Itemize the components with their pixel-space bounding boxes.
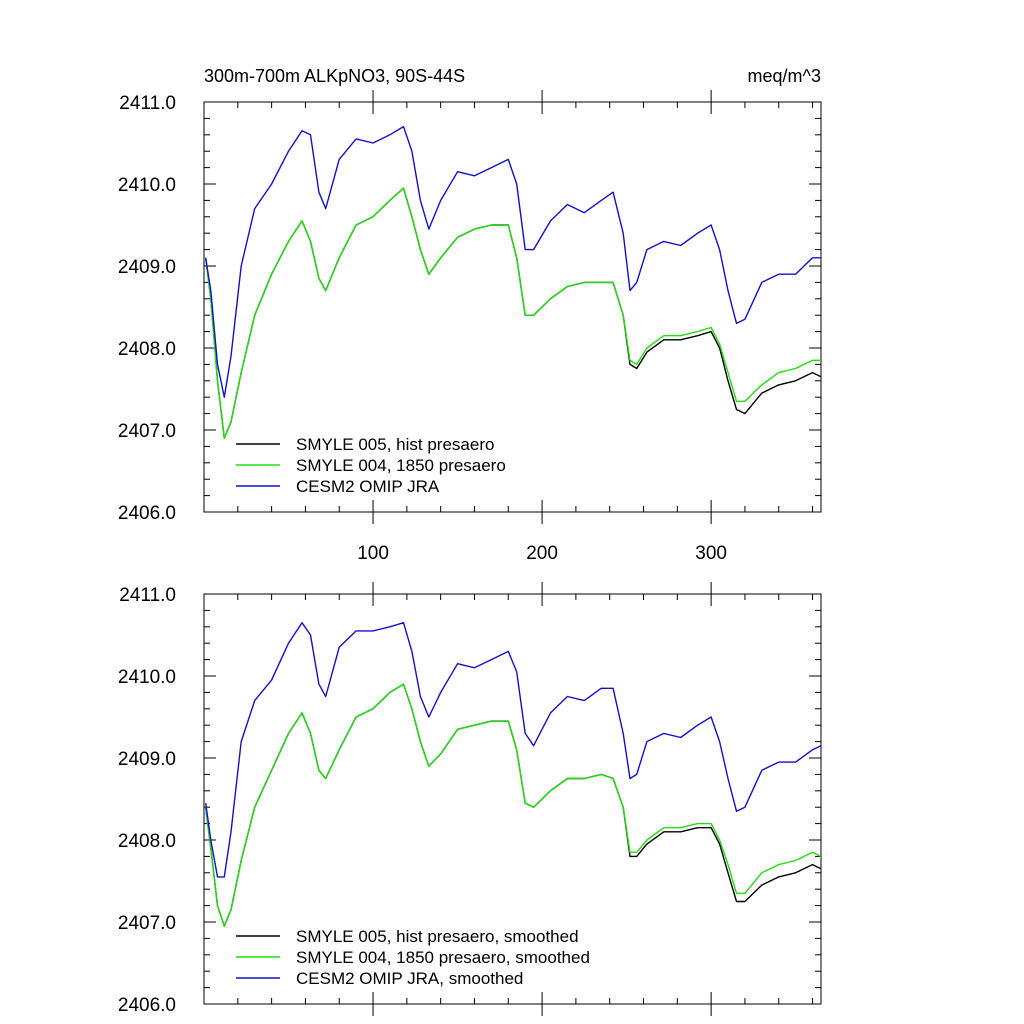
y-tick-label: 2409.0 — [118, 749, 176, 770]
series-line-2 — [205, 683, 822, 927]
series-line-3 — [205, 622, 822, 878]
y-tick-label: 2406.0 — [118, 995, 176, 1016]
legend-label: CESM2 OMIP JRA, smoothed — [296, 969, 523, 988]
y-tick-label: 2409.0 — [118, 257, 176, 278]
bottom-plot-frame — [203, 593, 822, 1005]
y-tick-label: 2408.0 — [118, 831, 176, 852]
series-line-1 — [205, 187, 822, 439]
legend-label: SMYLE 005, hist presaero — [296, 435, 494, 454]
series-line-3 — [205, 125, 821, 398]
y-tick-label: 2407.0 — [118, 913, 176, 934]
y-tick-label: 2411.0 — [119, 585, 176, 606]
series-line-2 — [205, 187, 821, 439]
y-tick-label: 2406.0 — [118, 503, 176, 524]
top-plot-frame — [203, 101, 822, 513]
bottom-ticks: 2406.0 2407.0 2408.0 2409.0 2410.0 2411.0 — [118, 582, 821, 1016]
y-tick-label: 2410.0 — [118, 175, 176, 196]
chart-title: 300m-700m ALKpNO3, 90S-44S — [204, 66, 465, 86]
top-series — [205, 125, 822, 439]
legend-label: SMYLE 005, hist presaero, smoothed — [296, 927, 579, 946]
legend-label: CESM2 OMIP JRA — [296, 477, 440, 496]
x-tick-label: 300 — [695, 543, 727, 564]
top-ticks: 2406.0 2407.0 2408.0 2409.0 2410.0 2411.0 100 2… — [118, 90, 821, 564]
legend-label: SMYLE 004, 1850 presaero, smoothed — [296, 948, 590, 967]
y-tick-label: 2411.0 — [119, 93, 176, 114]
top-legend: SMYLE 005, hist presaero SMYLE 004, 1850 … — [236, 435, 506, 496]
bottom-legend: SMYLE 005, hist presaero, smoothed SMYLE … — [236, 927, 590, 988]
top-panel: 2406.0 2407.0 2408.0 2409.0 2410.0 2411.0 100 2… — [118, 90, 822, 564]
units-label: meq/m^3 — [748, 66, 821, 86]
bottom-series — [205, 622, 822, 927]
y-tick-label: 2407.0 — [118, 421, 176, 442]
legend-label: SMYLE 004, 1850 presaero — [296, 456, 506, 475]
y-tick-label: 2410.0 — [118, 667, 176, 688]
series-line-1 — [205, 683, 822, 927]
x-tick-label: 100 — [357, 543, 389, 564]
y-tick-label: 2408.0 — [118, 339, 176, 360]
bottom-panel: 2406.0 2407.0 2408.0 2409.0 2410.0 2411.0 SMY… — [118, 582, 822, 1016]
x-tick-label: 200 — [526, 543, 558, 564]
